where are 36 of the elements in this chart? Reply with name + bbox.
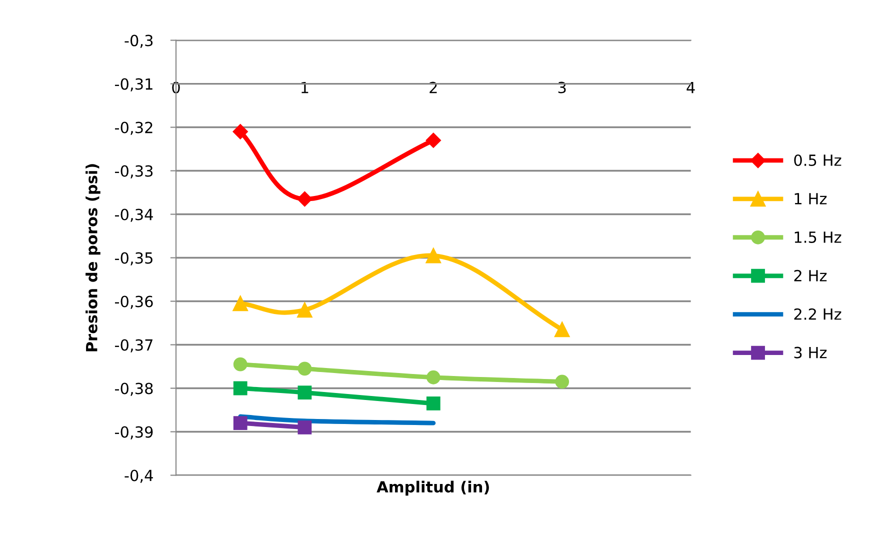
- point: [555, 374, 570, 389]
- point: [426, 132, 441, 148]
- y-tick-label: -0,39: [114, 426, 153, 440]
- y-tick-label: -0,33: [114, 165, 153, 178]
- y-tick-label: -0,34: [114, 208, 153, 222]
- y-tick-label: -0,3: [124, 34, 153, 48]
- point: [426, 248, 442, 264]
- point: [298, 386, 312, 400]
- point: [297, 191, 312, 207]
- point: [233, 357, 248, 372]
- point: [426, 370, 440, 384]
- y-tick-label: -0,36: [114, 296, 153, 309]
- x-tick-label: 4: [686, 82, 695, 94]
- legend-label: 3 Hz: [794, 346, 827, 358]
- point: [554, 322, 570, 338]
- point: [298, 362, 312, 376]
- y-tick-label: -0,37: [114, 339, 152, 352]
- point: [298, 420, 312, 434]
- y-tick-label: -0,32: [114, 122, 152, 135]
- y-tick-label: -0,38: [114, 382, 153, 396]
- point: [297, 302, 312, 318]
- legend-label: 2.2 Hz: [794, 308, 842, 320]
- y-tick-label: -0,31: [114, 78, 152, 92]
- y-tick-label: -0,35: [114, 252, 152, 266]
- point: [233, 381, 248, 396]
- legend-label: 1.5 Hz: [794, 232, 842, 243]
- point: [233, 416, 248, 430]
- point: [232, 124, 248, 140]
- y-axis-title: Presion de poros (psi): [86, 164, 100, 352]
- legend-label: 0.5 Hz: [794, 154, 842, 166]
- legend-label: 1 Hz: [794, 193, 827, 204]
- legend-label: 2 Hz: [794, 270, 827, 282]
- x-axis-title: Amplitud (in): [376, 480, 489, 496]
- point: [232, 296, 248, 312]
- point: [426, 396, 440, 410]
- y-tick-label: -0,4: [124, 470, 153, 483]
